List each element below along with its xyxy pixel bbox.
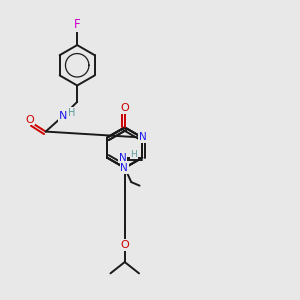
Text: O: O [120, 103, 129, 113]
Text: H: H [130, 150, 137, 159]
Text: N: N [120, 163, 128, 173]
Text: H: H [68, 108, 76, 118]
Text: N: N [119, 153, 127, 163]
Text: F: F [74, 18, 80, 31]
Text: O: O [120, 240, 129, 250]
Text: N: N [121, 164, 129, 173]
Text: N: N [59, 111, 67, 121]
Text: O: O [25, 115, 34, 125]
Text: N: N [139, 131, 147, 141]
Text: N: N [139, 132, 147, 142]
